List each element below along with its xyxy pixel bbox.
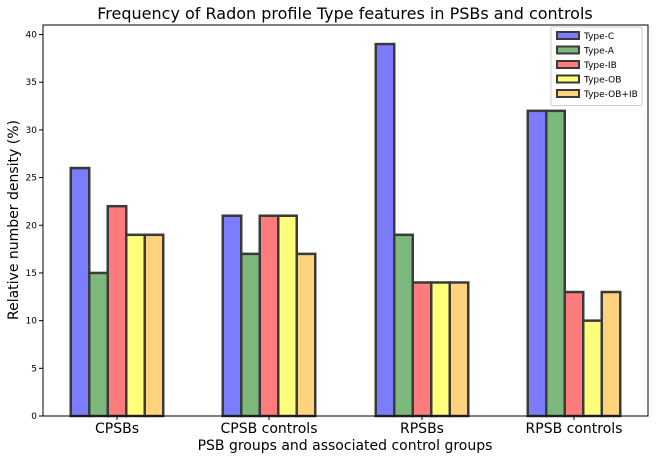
bar-type-ib-cpsb-controls: [258, 214, 280, 418]
y-tick-label: 20: [26, 221, 38, 231]
legend-swatch: [556, 74, 580, 84]
y-axis-label: Relative number density (%): [6, 120, 22, 320]
legend-label: Type-OB+IB: [583, 90, 638, 100]
y-tick-label: 0: [31, 412, 37, 422]
y-tick-label: 5: [31, 364, 37, 374]
bar-type-a-cpsb-controls: [240, 252, 261, 418]
plot-area: [42, 24, 649, 418]
y-tick-label: 35: [26, 78, 37, 88]
legend-swatch: [556, 45, 580, 55]
legend: Type-C Type-A Type-IB Type-OB Type-OB+IB: [550, 26, 643, 106]
bar-type-c-cpsbs: [69, 166, 91, 418]
bar-type-a-rpsb-controls: [545, 109, 566, 418]
bar-type-ob-rpsb-controls: [582, 319, 603, 418]
y-tick-label: 15: [26, 269, 37, 279]
legend-swatch: [556, 60, 580, 69]
plot-frame: [42, 24, 649, 417]
x-tick-label: CPSB controls: [221, 421, 318, 437]
bar-type-ib-rpsbs: [411, 281, 433, 418]
legend-label: Type-OB: [583, 76, 621, 86]
legend-swatch: [556, 89, 580, 98]
bar-type-a-cpsbs: [88, 271, 109, 418]
bar-type-ob-ib-cpsbs: [143, 233, 165, 418]
y-tick-label: 30: [26, 126, 38, 136]
bar-type-ob-ib-rpsbs: [448, 281, 470, 418]
chart-title: Frequency of Radon profile Type features…: [97, 4, 593, 23]
bar-type-ob-ib-rpsb-controls: [600, 290, 622, 418]
bar-type-ob-ib-cpsb-controls: [295, 252, 317, 418]
bar-type-ib-cpsbs: [106, 204, 128, 418]
bar-type-ob-cpsb-controls: [277, 214, 298, 418]
y-tick-label: 10: [26, 317, 38, 327]
bar-type-a-rpsbs: [393, 233, 414, 418]
bar-type-ob-rpsbs: [430, 281, 451, 418]
legend-label: Type-A: [583, 47, 615, 57]
bar-type-ib-rpsb-controls: [563, 290, 585, 418]
y-tick-label: 40: [26, 31, 38, 41]
y-tick-label: 25: [26, 174, 37, 184]
y-axis-ticks: 0 5 10 15 20 25 30 35 40: [26, 31, 43, 422]
x-tick-label: RPSBs: [400, 421, 444, 437]
bar-type-c-cpsb-controls: [221, 214, 243, 418]
legend-label: Type-C: [583, 32, 614, 42]
x-axis-label: PSB groups and associated control groups: [198, 438, 493, 454]
bar-type-c-rpsb-controls: [526, 109, 548, 418]
bar-type-c-rpsbs: [374, 42, 396, 418]
x-tick-label: CPSBs: [95, 421, 139, 437]
bar-type-ob-cpsbs: [125, 233, 146, 418]
legend-swatch: [556, 31, 580, 40]
x-axis-ticks: CPSBs CPSB controls RPSBs RPSB controls: [95, 416, 622, 437]
legend-label: Type-IB: [583, 61, 617, 71]
x-tick-label: RPSB controls: [526, 421, 623, 437]
